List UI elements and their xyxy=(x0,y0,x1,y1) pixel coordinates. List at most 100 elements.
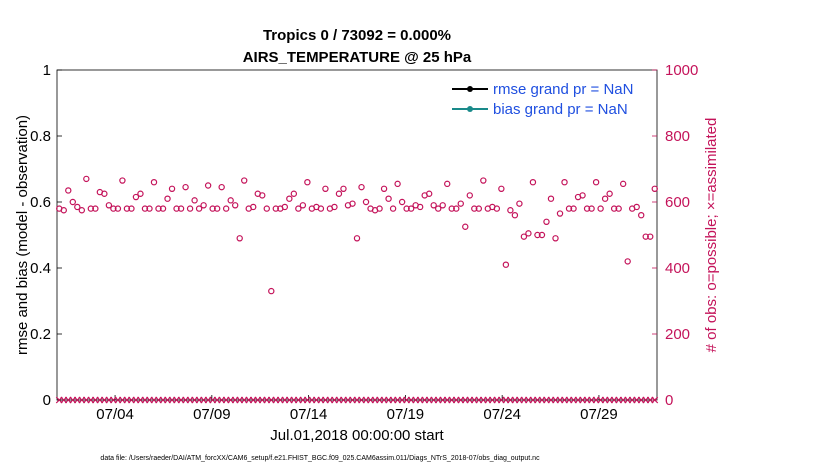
possible-obs-point xyxy=(507,207,514,214)
possible-obs-point xyxy=(74,203,81,211)
possible-obs-point xyxy=(222,205,230,212)
possible-obs-point xyxy=(83,175,90,183)
possible-obs-point xyxy=(416,203,424,211)
x-axis: 07/04 07/09 07/14 07/19 07/24 07/29 xyxy=(96,395,618,423)
right-y-tick-label: 200 xyxy=(665,326,690,343)
possible-obs-point xyxy=(259,192,266,199)
possible-obs-point xyxy=(615,205,622,212)
right-y-tick-label: 600 xyxy=(665,194,690,211)
possible-obs-point xyxy=(209,205,216,212)
left-y-tick-label: 0.6 xyxy=(30,194,51,211)
left-y-tick-label: 0 xyxy=(43,392,51,409)
possible-obs-point xyxy=(177,205,185,212)
possible-obs-point xyxy=(236,235,243,242)
left-y-tick-label: 1 xyxy=(43,62,51,79)
x-tick-label: 07/04 xyxy=(96,406,134,423)
possible-obs-point xyxy=(132,193,140,201)
possible-obs-point xyxy=(376,205,383,212)
chart-title: Tropics 0 / 73092 = 0.000% xyxy=(263,27,451,44)
possible-obs-point xyxy=(137,190,144,197)
possible-obs-point xyxy=(146,205,153,212)
possible-obs-point xyxy=(231,202,239,209)
possible-obs-point xyxy=(407,205,415,212)
possible-obs-point xyxy=(462,223,469,230)
possible-obs-point xyxy=(141,205,149,212)
possible-obs-point xyxy=(78,207,86,214)
possible-obs-point xyxy=(87,205,95,212)
legend: rmse grand pr = NaN bias grand pr = NaN xyxy=(447,78,647,122)
possible-obs-point xyxy=(398,198,406,206)
assimilated-obs-point xyxy=(651,396,659,404)
right-y-tick-label: 400 xyxy=(665,260,690,277)
possible-obs-point xyxy=(299,202,307,209)
possible-obs-point xyxy=(394,180,401,188)
x-tick-label: 07/29 xyxy=(580,406,618,423)
possible-obs-point xyxy=(520,233,528,240)
possible-obs-point xyxy=(493,205,501,212)
possible-obs-point xyxy=(286,195,293,202)
possible-obs-point xyxy=(511,211,519,219)
possible-obs-point xyxy=(241,177,248,184)
possible-obs-point xyxy=(547,195,555,202)
possible-obs-point xyxy=(164,195,171,202)
possible-obs-point xyxy=(290,190,298,197)
possible-obs-point xyxy=(570,205,577,212)
left-y-tick-label: 0.8 xyxy=(30,128,51,145)
x-tick-label: 07/24 xyxy=(483,406,521,423)
possible-obs-point xyxy=(317,205,325,212)
legend-bias-marker xyxy=(467,106,473,112)
possible-obs-point xyxy=(123,205,131,212)
possible-obs-point xyxy=(335,190,343,197)
chart-subtitle: AIRS_TEMPERATURE @ 25 hPa xyxy=(243,49,472,66)
possible-obs-point xyxy=(295,205,302,212)
possible-obs-point xyxy=(385,195,392,202)
possible-obs-point xyxy=(552,235,559,242)
possible-obs-point xyxy=(538,231,546,239)
right-y-axis: 0 200 400 600 800 1000 xyxy=(652,62,698,409)
possible-obs-point xyxy=(601,195,609,202)
possible-obs-point xyxy=(281,203,289,211)
possible-obs-point xyxy=(159,205,167,212)
possible-obs-point xyxy=(213,205,221,212)
possible-obs-point xyxy=(322,185,329,192)
right-y-axis-label: # of obs: o=possible; ×=assimilated xyxy=(703,118,720,353)
possible-obs-point xyxy=(529,178,537,186)
possible-obs-point xyxy=(186,205,194,212)
legend-rmse-label: rmse grand pr = NaN xyxy=(493,81,633,98)
x-tick-label: 07/19 xyxy=(387,406,425,423)
possible-obs-point xyxy=(358,183,365,191)
possible-obs-point xyxy=(331,203,338,211)
possible-obs-point xyxy=(349,200,356,207)
possible-obs-point xyxy=(448,205,455,212)
possible-obs-point xyxy=(304,178,311,186)
possible-obs-point xyxy=(182,183,189,191)
possible-obs-point xyxy=(516,200,523,207)
possible-obs-point xyxy=(543,218,550,225)
possible-obs-point xyxy=(588,205,595,212)
possible-obs-point xyxy=(155,205,162,212)
possible-obs-point xyxy=(218,183,225,191)
possible-obs-point xyxy=(480,177,487,184)
possible-obs-point xyxy=(525,230,532,237)
right-y-tick-label: 0 xyxy=(665,392,673,409)
possible-obs-point xyxy=(69,198,76,206)
possible-obs-point xyxy=(466,192,473,199)
possible-obs-point xyxy=(362,198,370,206)
possible-obs-point xyxy=(579,192,586,199)
possible-obs-point xyxy=(583,205,591,212)
data-file-footnote: data file: /Users/raeder/DAI/ATM_forcXX/… xyxy=(100,455,540,462)
possible-obs-point xyxy=(263,205,270,212)
possible-obs-point xyxy=(380,185,388,192)
possible-obs-point xyxy=(633,203,640,211)
possible-obs-point xyxy=(200,202,207,209)
possible-obs-point xyxy=(173,205,180,212)
possible-obs-point xyxy=(92,205,99,212)
possible-obs-point xyxy=(60,207,67,214)
possible-obs-point xyxy=(619,180,627,188)
possible-obs-point xyxy=(272,205,279,212)
possible-obs-point xyxy=(430,202,437,209)
x-tick-label: 07/09 xyxy=(193,406,231,423)
possible-obs-point xyxy=(425,190,433,197)
possible-obs-point xyxy=(444,180,451,188)
